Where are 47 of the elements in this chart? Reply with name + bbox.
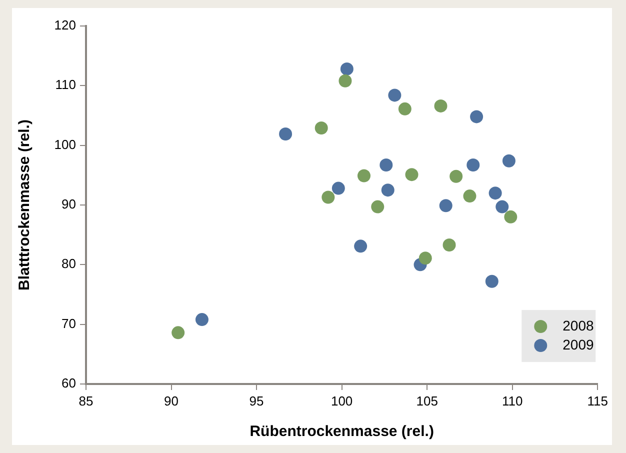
- point: [314, 122, 328, 135]
- point: [418, 252, 432, 265]
- x-tick-label: 85: [78, 393, 94, 408]
- y-tick-label: 70: [62, 316, 76, 331]
- x-tick-label: 105: [416, 393, 438, 408]
- point: [172, 326, 185, 340]
- y-axis-title: Blatttrockenmasse (rel.): [16, 120, 34, 290]
- y-tick-label: 90: [62, 196, 76, 212]
- point: [488, 186, 502, 200]
- point: [434, 99, 448, 112]
- point: [485, 274, 498, 288]
- point: [195, 313, 208, 326]
- point: [380, 158, 393, 172]
- point: [357, 169, 370, 182]
- point: [338, 74, 352, 88]
- x-tick-label: 115: [587, 393, 608, 408]
- point: [450, 170, 463, 183]
- point: [279, 127, 292, 140]
- x-tick-label: 95: [249, 393, 264, 408]
- point: [463, 190, 476, 203]
- legend-label: 2008: [562, 317, 594, 334]
- y-tick-label: 120: [54, 18, 76, 33]
- point: [371, 200, 384, 214]
- legend-label: 2009: [562, 336, 594, 352]
- y-tick-label: 80: [62, 256, 76, 272]
- x-tick-label: 90: [164, 393, 179, 408]
- point: [442, 238, 456, 252]
- point: [439, 199, 452, 212]
- point: [340, 62, 354, 76]
- x-axis-title: Rübentrockenmasse (rel.): [250, 423, 434, 440]
- point: [496, 200, 509, 214]
- y-tick-label: 60: [62, 376, 76, 391]
- point: [332, 182, 345, 195]
- point: [470, 110, 484, 124]
- point: [466, 158, 480, 172]
- point: [354, 240, 368, 253]
- point: [322, 190, 335, 204]
- y-tick-label: 100: [54, 136, 76, 152]
- y-tick-label: 110: [55, 77, 76, 92]
- point: [398, 102, 412, 116]
- point: [502, 154, 516, 168]
- x-tick-label: 110: [502, 393, 523, 408]
- point: [405, 168, 418, 182]
- x-tick-label: 100: [330, 393, 353, 408]
- point: [504, 210, 518, 224]
- point: [381, 184, 394, 197]
- point: [388, 88, 402, 102]
